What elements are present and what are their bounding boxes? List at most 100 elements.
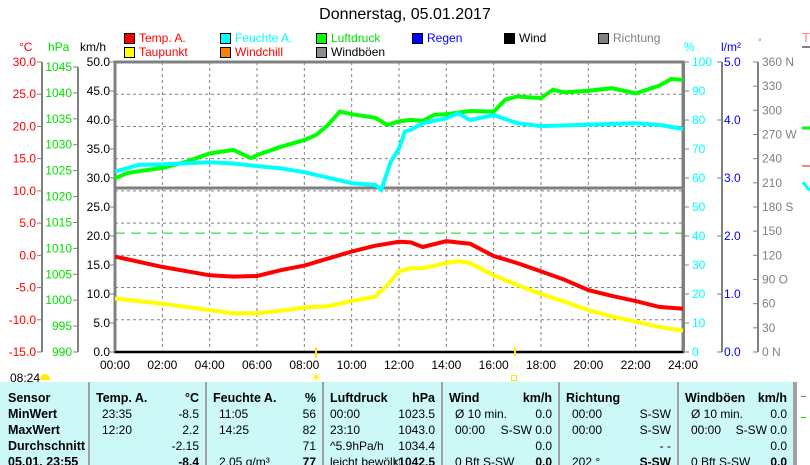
table-column-richtung: Richtung 00:00 S-SW 00:00 S-SW - - 202 ° S-SW	[560, 382, 679, 465]
rain-unit: l/m²	[721, 40, 741, 54]
direction-tick-label: 270 W	[762, 128, 797, 142]
column-unit	[629, 390, 671, 406]
humidity-tick-label: 40	[692, 229, 706, 243]
cell-label: 0 Bft S-SW	[691, 455, 751, 465]
humidity-tick-label: 0	[692, 345, 699, 359]
humidity-tick-label: 10	[692, 316, 706, 330]
legend-item: Temp. A.	[124, 31, 186, 45]
direction-tick-label: 240	[762, 152, 782, 166]
cell-label: 11:05	[219, 407, 249, 421]
column-header: Richtung	[566, 391, 621, 405]
series-luftdruck	[114, 76, 684, 181]
rain-tick-label: 2.0	[724, 229, 741, 243]
humidity-tick-label: 20	[692, 287, 706, 301]
pressure-tick-label: 1020	[45, 190, 72, 204]
cell-value: -8.5	[178, 407, 199, 421]
temp-tick-label: 0.0	[19, 248, 36, 262]
cell-label: leicht bewölkt	[330, 455, 400, 465]
x-tick-label: 20:00	[573, 358, 603, 372]
moon-icon	[511, 375, 517, 381]
x-tick-label: 22:00	[621, 358, 651, 372]
humidity-unit: %	[684, 40, 695, 54]
column-unit: km/h	[757, 391, 787, 405]
x-tick-label: 14:00	[431, 358, 461, 372]
right-marker-label: T	[802, 30, 810, 45]
cell-label: Ø 10 min.	[691, 407, 744, 421]
pressure-tick-label: 1035	[45, 112, 72, 126]
column-unit: °C	[184, 391, 199, 405]
direction-tick-label: 120	[762, 248, 782, 262]
table-column-feuchte-a-: Feuchte A.% 11:05 56 14:25 82 71 2.05 g/m³ 77	[207, 382, 324, 465]
legend-swatch	[316, 32, 327, 44]
column-header: Luftdruck	[330, 391, 388, 405]
direction-tick-label: 60	[762, 297, 776, 311]
cell-value: -2.15	[171, 439, 199, 453]
temp-tick-label: 30.0	[13, 55, 37, 69]
x-tick-label: 12:00	[384, 358, 414, 372]
legend-label: Wind	[519, 31, 547, 45]
rain-tick-label: 1.0	[724, 287, 741, 301]
sun-icon: ☀	[310, 370, 322, 385]
pressure-tick-label: 1015	[45, 215, 72, 229]
cell-label: 00:00	[330, 407, 361, 421]
table-column-wind: Wind km/h Ø 10 min. 0.0 00:00 S-SW 0.0 0.0 0 Bf…	[443, 382, 560, 465]
speed-tick-label: 10.0	[87, 287, 111, 301]
series-temp-a-	[114, 239, 684, 311]
pressure-tick-label: 1040	[45, 86, 72, 100]
speed-tick-label: 15.0	[87, 258, 111, 272]
column-header: Windböen	[685, 391, 746, 405]
cell-value: 0.0	[770, 455, 787, 465]
x-tick-label: 24:00	[668, 358, 698, 372]
chart-title: Donnerstag, 05.01.2017	[319, 6, 491, 23]
cell-label: 2.05 g/m³	[219, 455, 270, 465]
cell-label: 23:10	[330, 423, 361, 437]
legend-item: Taupunkt	[124, 45, 188, 59]
direction-tick-label: 180 S	[762, 200, 793, 214]
cell-value: 71	[302, 439, 316, 453]
pressure-tick-label: 1030	[45, 138, 72, 152]
table-scroll-strip[interactable]	[795, 382, 810, 465]
cell-label: Ø 10 min.	[455, 407, 508, 421]
pressure-tick-label: 1025	[45, 164, 72, 178]
pressure-tick-label: 995	[52, 319, 72, 333]
cell-value: S-SW	[639, 407, 671, 421]
speed-tick-label: 45.0	[87, 84, 111, 98]
pressure-unit: hPa	[48, 40, 70, 54]
column-header: Sensor	[8, 391, 51, 405]
cell-value: 1043.0	[398, 423, 435, 437]
right-marker-humidity	[801, 181, 810, 192]
pressure-tick-label: 1010	[45, 241, 72, 255]
legend-label: Windchill	[235, 45, 284, 59]
speed-tick-label: 0.0	[93, 345, 110, 359]
temp-tick-label: -15.0	[9, 345, 37, 359]
temp-tick-label: 5.0	[19, 216, 36, 230]
row-label: MinWert	[8, 407, 58, 421]
rain-tick-label: 4.0	[724, 113, 741, 127]
speed-tick-label: 35.0	[87, 142, 111, 156]
cell-value: - -	[659, 439, 671, 453]
legend-label: Temp. A.	[139, 31, 186, 45]
cell-label: 00:00	[691, 423, 722, 437]
x-tick-label: 10:00	[337, 358, 367, 372]
speed-tick-label: 25.0	[87, 200, 111, 214]
direction-tick-label: 150	[762, 224, 782, 238]
temp-tick-label: -5.0	[15, 281, 36, 295]
cell-value: 0.0	[770, 407, 787, 421]
x-tick-label: 04:00	[195, 358, 225, 372]
direction-tick-label: 300	[762, 103, 782, 117]
cell-label: 12:20	[102, 423, 133, 437]
cell-value: 82	[302, 423, 316, 437]
speed-tick-label: 50.0	[87, 55, 111, 69]
humidity-tick-label: 80	[692, 113, 706, 127]
rain-tick-label: 3.0	[724, 171, 741, 185]
x-tick-label: 00:00	[100, 358, 130, 372]
temp-tick-label: 15.0	[13, 152, 37, 166]
direction-unit: °	[758, 37, 762, 47]
humidity-tick-label: 60	[692, 171, 706, 185]
legend-label: Taupunkt	[139, 45, 188, 59]
humidity-tick-label: 50	[692, 200, 706, 214]
cell-label: 202 °	[572, 455, 601, 465]
legend-label: Richtung	[613, 31, 661, 45]
direction-tick-label: 360 N	[762, 55, 794, 69]
cell-label: 00:00	[455, 423, 486, 437]
